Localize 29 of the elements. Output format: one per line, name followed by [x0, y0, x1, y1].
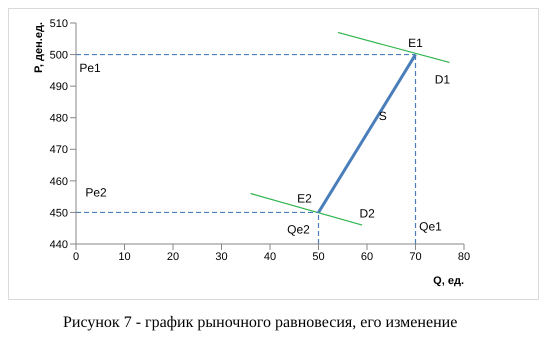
y-tick-label: 450 — [50, 207, 68, 220]
y-tick-label: 500 — [50, 49, 68, 62]
x-tick-label: 40 — [264, 250, 276, 263]
annotation: D2 — [359, 206, 376, 220]
y-tick-label: 470 — [50, 144, 68, 156]
x-axis-title: Q, ед. — [433, 275, 464, 287]
annotation: D1 — [434, 72, 450, 87]
annotation: E1 — [408, 36, 424, 50]
x-tick-label: 50 — [312, 250, 325, 263]
text: Рисунок 7 - график рыночного равновесия, его изменение — [63, 314, 458, 332]
annotation: S — [378, 108, 387, 123]
x-tick-label: 10 — [118, 250, 131, 263]
annotation: Qe2 — [287, 222, 310, 236]
y-tick-label: 510 — [50, 18, 68, 30]
annotation: Qe1 — [419, 219, 442, 234]
annotation: E2 — [297, 192, 312, 206]
annotation: Pe1 — [79, 60, 101, 75]
x-tick-label: 70 — [409, 250, 422, 263]
annotation: Pe2 — [85, 186, 107, 200]
x-tick-label: 0 — [72, 250, 80, 263]
y-tick-label: 480 — [50, 112, 68, 125]
y-tick-label: 440 — [50, 238, 68, 251]
y-tick-label: 460 — [50, 176, 68, 188]
x-tick-label: 60 — [360, 250, 374, 263]
y-axis-title: P, ден.ед. — [32, 22, 45, 73]
x-tick-label: 30 — [215, 250, 228, 263]
y-tick-label: 490 — [50, 81, 68, 94]
x-tick-label: 20 — [166, 250, 180, 263]
x-tick-label: 80 — [458, 250, 470, 263]
